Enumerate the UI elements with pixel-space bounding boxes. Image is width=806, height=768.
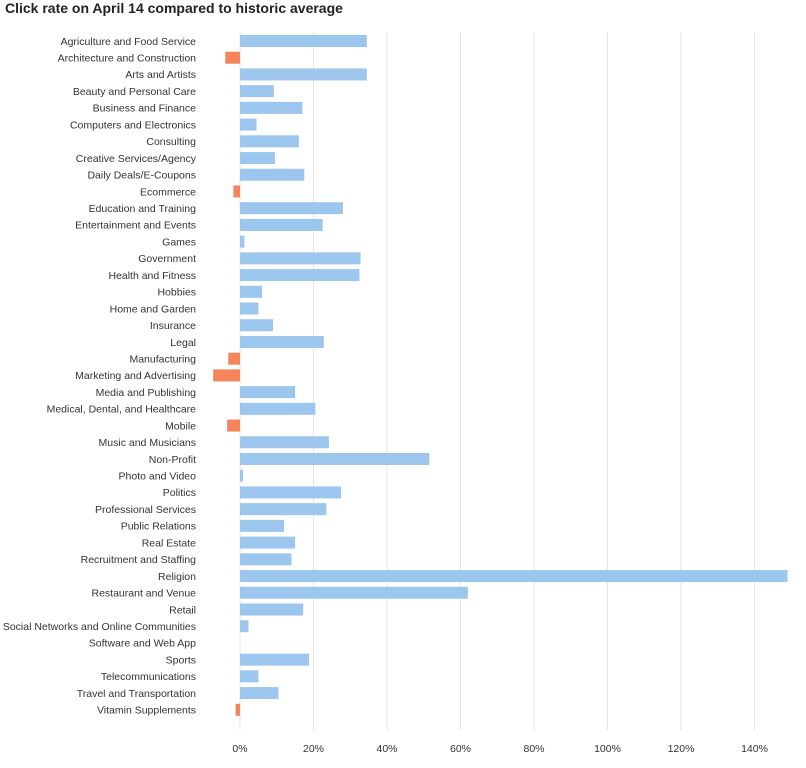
x-tick-label: 40% bbox=[376, 743, 397, 755]
bar bbox=[240, 603, 304, 616]
bar bbox=[228, 352, 240, 365]
x-tick-label: 80% bbox=[523, 743, 544, 755]
bar bbox=[240, 386, 296, 399]
x-tick-label: 20% bbox=[303, 743, 324, 755]
category-label: Legal bbox=[170, 337, 196, 349]
bar bbox=[240, 503, 327, 516]
bar bbox=[240, 402, 316, 415]
category-label: Medical, Dental, and Healthcare bbox=[47, 404, 197, 416]
bar bbox=[240, 687, 279, 700]
category-label: Sports bbox=[166, 654, 196, 666]
category-label: Government bbox=[138, 253, 196, 265]
bar bbox=[240, 235, 245, 248]
x-axis-ticks: 0% 20% 40% 60% 80% 100% 120% 140% bbox=[232, 743, 768, 755]
category-label: Entertainment and Events bbox=[75, 220, 196, 232]
category-label: Insurance bbox=[150, 320, 196, 332]
category-label: Media and Publishing bbox=[96, 387, 197, 399]
chart-title: Click rate on April 14 compared to histo… bbox=[5, 0, 343, 16]
bar bbox=[240, 319, 274, 332]
x-tick-label: 140% bbox=[741, 743, 768, 755]
category-label: Marketing and Advertising bbox=[75, 370, 196, 382]
category-label: Consulting bbox=[146, 136, 196, 148]
category-label: Retail bbox=[169, 604, 196, 616]
bar bbox=[240, 152, 275, 165]
category-label: Recruitment and Staffing bbox=[81, 554, 197, 566]
x-tick-label: 60% bbox=[450, 743, 471, 755]
category-label: Arts and Artists bbox=[125, 69, 196, 81]
bar bbox=[240, 436, 329, 449]
bar bbox=[240, 101, 303, 114]
category-label: Music and Musicians bbox=[99, 437, 196, 449]
bar bbox=[240, 586, 468, 599]
bar bbox=[227, 419, 240, 432]
category-label: Professional Services bbox=[95, 504, 196, 516]
category-label: Mobile bbox=[165, 420, 196, 432]
category-label: Ecommerce bbox=[140, 186, 196, 198]
category-label: Restaurant and Venue bbox=[92, 588, 197, 600]
category-labels: Agriculture and Food Service Architecture… bbox=[3, 36, 197, 717]
category-label: Health and Fitness bbox=[108, 270, 196, 282]
bar bbox=[240, 135, 299, 148]
bar bbox=[240, 218, 323, 231]
category-label: Non-Profit bbox=[149, 454, 196, 466]
x-tick-label: 0% bbox=[232, 743, 247, 755]
category-label: Software and Web App bbox=[89, 638, 196, 650]
bar bbox=[240, 168, 305, 181]
category-label: Computers and Electronics bbox=[70, 119, 196, 131]
bar bbox=[240, 570, 788, 583]
category-label: Agriculture and Food Service bbox=[61, 36, 197, 48]
category-label: Hobbies bbox=[157, 287, 196, 299]
category-label: Telecommunications bbox=[101, 671, 196, 683]
bar bbox=[240, 620, 249, 633]
bar bbox=[240, 118, 257, 131]
bar bbox=[235, 703, 240, 716]
category-label: Education and Training bbox=[89, 203, 197, 215]
category-label: Religion bbox=[158, 571, 196, 583]
bar bbox=[240, 653, 310, 666]
bar bbox=[213, 369, 240, 382]
bar bbox=[240, 85, 274, 98]
category-label: Beauty and Personal Care bbox=[73, 86, 196, 98]
category-label: Photo and Video bbox=[119, 471, 197, 483]
category-label: Architecture and Construction bbox=[58, 53, 196, 65]
bar bbox=[240, 68, 367, 81]
bar bbox=[240, 285, 263, 298]
x-tick-label: 100% bbox=[594, 743, 621, 755]
gridlines bbox=[239, 32, 755, 730]
category-label: Home and Garden bbox=[110, 303, 197, 315]
category-label: Public Relations bbox=[121, 521, 196, 533]
bar bbox=[240, 202, 343, 215]
bar bbox=[240, 335, 324, 348]
bar bbox=[240, 252, 361, 265]
category-label: Travel and Transportation bbox=[77, 688, 196, 700]
category-label: Social Networks and Online Communities bbox=[3, 621, 196, 633]
x-tick-label: 120% bbox=[668, 743, 695, 755]
bar bbox=[225, 51, 240, 64]
bar bbox=[240, 553, 292, 566]
bar bbox=[240, 519, 285, 532]
bar bbox=[240, 269, 360, 282]
bar bbox=[240, 35, 367, 47]
category-label: Business and Finance bbox=[93, 103, 196, 115]
category-label: Creative Services/Agency bbox=[76, 153, 197, 165]
bar bbox=[233, 185, 240, 198]
category-label: Real Estate bbox=[142, 537, 196, 549]
bar bbox=[240, 486, 342, 499]
bar bbox=[240, 453, 430, 465]
category-label: Vitamin Supplements bbox=[97, 705, 196, 717]
category-label: Daily Deals/E-Coupons bbox=[87, 170, 196, 182]
bar bbox=[240, 469, 243, 482]
bar bbox=[240, 536, 296, 549]
category-label: Politics bbox=[163, 487, 196, 499]
category-label: Games bbox=[162, 236, 196, 248]
category-label: Manufacturing bbox=[129, 353, 196, 365]
bars bbox=[213, 35, 788, 716]
bar bbox=[240, 670, 259, 683]
bar bbox=[240, 302, 259, 315]
